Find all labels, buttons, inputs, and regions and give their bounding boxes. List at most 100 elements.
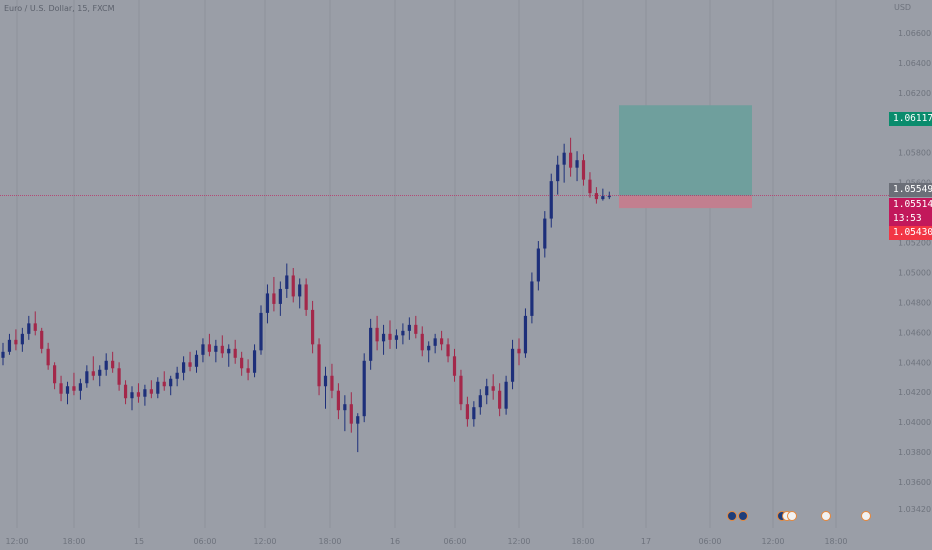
candle[interactable] (156, 377, 160, 399)
candle[interactable] (291, 267, 295, 303)
candle[interactable] (362, 353, 366, 423)
candle[interactable] (440, 330, 444, 351)
candle[interactable] (240, 351, 244, 376)
candle[interactable] (59, 375, 63, 402)
candle[interactable] (7, 333, 12, 355)
candle[interactable] (111, 351, 115, 373)
candle[interactable] (407, 317, 411, 340)
candle[interactable] (388, 320, 392, 349)
candle[interactable] (175, 366, 179, 387)
candle[interactable] (65, 381, 70, 405)
candle[interactable] (330, 363, 334, 399)
candle[interactable] (285, 263, 289, 298)
candle[interactable] (601, 188, 605, 201)
candle[interactable] (343, 395, 347, 432)
flag-us-icon[interactable] (787, 511, 797, 521)
candle[interactable] (214, 339, 218, 363)
candle[interactable] (401, 323, 405, 345)
candle[interactable] (459, 369, 463, 411)
candle[interactable] (33, 311, 37, 336)
candle[interactable] (311, 300, 315, 354)
candle[interactable] (356, 413, 360, 453)
candle[interactable] (336, 383, 340, 420)
candle[interactable] (575, 151, 579, 182)
candle[interactable] (149, 380, 153, 399)
candle[interactable] (569, 137, 573, 177)
candle[interactable] (123, 380, 128, 405)
candle[interactable] (227, 344, 231, 367)
candle[interactable] (298, 278, 302, 309)
candle[interactable] (433, 333, 437, 354)
candle[interactable] (414, 315, 418, 339)
candle[interactable] (104, 353, 108, 376)
candle[interactable] (265, 284, 270, 324)
candle[interactable] (465, 396, 469, 427)
candle[interactable] (220, 335, 224, 358)
candle[interactable] (394, 329, 399, 349)
candle[interactable] (317, 338, 321, 396)
candle[interactable] (420, 326, 424, 357)
candle[interactable] (504, 375, 508, 415)
candle[interactable] (162, 371, 166, 391)
target-zone[interactable] (619, 105, 752, 196)
candle[interactable] (252, 344, 257, 378)
candle[interactable] (46, 342, 50, 370)
candle[interactable] (536, 241, 540, 291)
candle[interactable] (549, 173, 553, 228)
candle[interactable] (375, 315, 379, 351)
candle[interactable] (85, 365, 89, 388)
flag-us-icon[interactable] (821, 511, 831, 521)
candle[interactable] (91, 356, 95, 381)
candle[interactable] (27, 315, 31, 340)
candle[interactable] (207, 333, 211, 357)
position-tool[interactable] (619, 105, 752, 209)
candle[interactable] (182, 356, 186, 381)
candle[interactable] (472, 401, 476, 427)
candle[interactable] (543, 211, 547, 258)
flag-eu-icon[interactable] (738, 511, 748, 521)
candle[interactable] (40, 327, 44, 354)
candle[interactable] (588, 172, 592, 198)
candle[interactable] (381, 324, 386, 355)
candle[interactable] (498, 383, 502, 417)
stop-zone[interactable] (619, 195, 752, 209)
candle[interactable] (427, 341, 431, 363)
candle[interactable] (117, 362, 121, 391)
candle[interactable] (278, 281, 282, 316)
candle[interactable] (14, 329, 18, 351)
candle[interactable] (581, 154, 586, 186)
candle[interactable] (323, 366, 328, 409)
candle[interactable] (53, 362, 57, 390)
candle[interactable] (530, 272, 534, 324)
candle[interactable] (517, 338, 521, 366)
candle[interactable] (349, 392, 353, 433)
candle[interactable] (246, 359, 250, 381)
economic-events-group-b[interactable] (777, 511, 797, 521)
candle[interactable] (78, 378, 82, 400)
candle[interactable] (452, 348, 457, 382)
candle[interactable] (272, 276, 276, 312)
candle[interactable] (72, 372, 76, 396)
economic-events-group-c[interactable] (821, 511, 831, 521)
candle[interactable] (594, 187, 598, 204)
candle[interactable] (556, 155, 560, 195)
candle[interactable] (510, 339, 515, 390)
candle[interactable] (259, 305, 263, 355)
time-axis[interactable]: 12:00 18:00 15 06:00 12:00 18:00 16 06:00 12:00 1… (5, 537, 847, 546)
candle[interactable] (233, 339, 237, 364)
price-axis[interactable]: 1.066001.064001.062001.060001.058001.056… (898, 29, 931, 514)
candle[interactable] (20, 327, 24, 352)
candle[interactable] (188, 351, 192, 372)
economic-events-group-d[interactable] (861, 511, 871, 521)
candle[interactable] (562, 143, 566, 183)
candle[interactable] (143, 384, 147, 406)
candle[interactable] (478, 389, 482, 415)
symbol-title[interactable]: Euro / U.S. Dollar, 15, FXCM (4, 4, 115, 13)
candle[interactable] (194, 350, 199, 373)
candle[interactable] (1, 342, 5, 366)
candles[interactable] (1, 137, 611, 453)
candle[interactable] (491, 374, 495, 400)
candle[interactable] (523, 308, 528, 358)
economic-events-group-a[interactable] (727, 511, 748, 521)
